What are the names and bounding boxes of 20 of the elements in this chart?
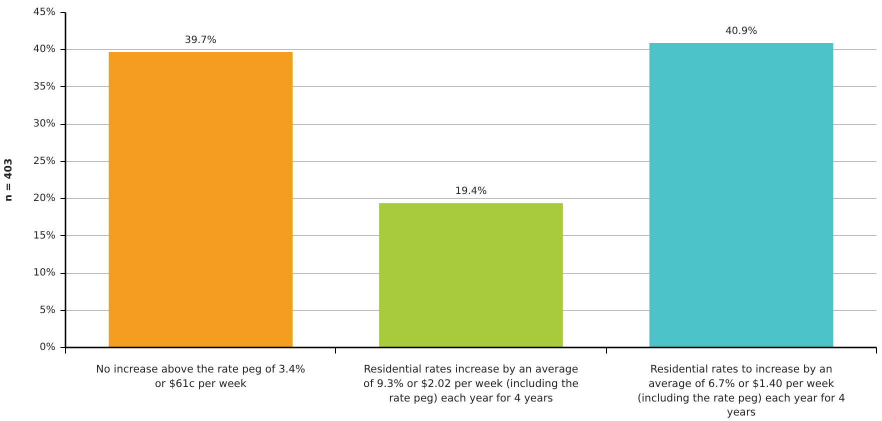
y-tick-label: 35%	[33, 81, 56, 92]
x-tick-label: No increase above the rate peg of 3.4% or $61c per week	[96, 364, 306, 390]
x-tick-label: Residential rates increase by an average of 9.3% or $2.02 per week (including the rate peg) each year for 4 years	[363, 364, 579, 404]
y-tick-label: 30%	[33, 118, 56, 130]
y-tick-label: 15%	[33, 230, 56, 242]
y-tick-label: 10%	[33, 268, 56, 279]
data-label: 19.4%	[455, 186, 487, 198]
data-label: 40.9%	[725, 26, 758, 38]
y-tick-label: 5%	[40, 304, 56, 316]
y-tick-label: 0%	[40, 342, 56, 353]
bar	[108, 52, 293, 348]
y-tick-label: 20%	[33, 193, 56, 204]
bar	[649, 43, 834, 348]
x-tick-label: Residential rates to increase by an average of 6.7% or $1.40 per week (including the rate peg) each year for 4 years	[638, 364, 846, 419]
y-tick-label: 25%	[33, 156, 56, 167]
bar	[379, 203, 563, 348]
y-tick-label: 40%	[33, 44, 56, 56]
y-axis-title: n = 403	[3, 158, 14, 202]
data-label: 39.7%	[184, 34, 217, 46]
y-tick-label: 45%	[33, 7, 56, 18]
